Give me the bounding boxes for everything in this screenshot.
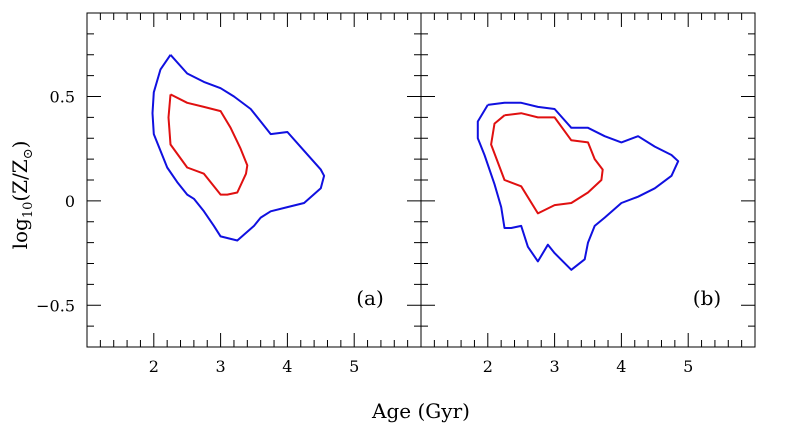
x-tick-label: 3 bbox=[550, 357, 560, 376]
panel-b-label: (b) bbox=[693, 286, 721, 310]
y-axis-title-sun: ⊙ bbox=[21, 148, 36, 159]
x-tick-label: 2 bbox=[483, 357, 493, 376]
panel-a-label: (a) bbox=[356, 286, 384, 310]
x-tick-label: 5 bbox=[683, 357, 693, 376]
x-tick-label: 5 bbox=[349, 357, 359, 376]
inner-contour-line bbox=[167, 93, 249, 196]
outer-contour-line bbox=[476, 101, 680, 271]
y-axis-title-sub: 10 bbox=[21, 202, 36, 219]
x-tick-label: 4 bbox=[616, 357, 626, 376]
y-tick-label: −0.5 bbox=[36, 296, 75, 315]
y-axis-title: log10(Z/Z⊙) bbox=[8, 141, 36, 250]
x-axis-title: Age (Gyr) bbox=[371, 399, 470, 423]
y-tick-label: 0 bbox=[65, 192, 75, 211]
panel-a-curves bbox=[151, 54, 326, 242]
svg-text:log10(Z/Z⊙): log10(Z/Z⊙) bbox=[8, 141, 36, 250]
panel-b-ticks: 2 3 4 5 bbox=[420, 12, 756, 376]
outer-contour-line bbox=[151, 54, 326, 242]
x-tick-label: 3 bbox=[216, 357, 226, 376]
y-axis-title-close: ) bbox=[8, 141, 32, 149]
panel-b-curves bbox=[476, 101, 680, 271]
inner-contour-line bbox=[490, 112, 604, 215]
y-tick-label: 0.5 bbox=[50, 88, 75, 107]
y-axis-title-rest: (Z/Z bbox=[8, 159, 32, 201]
panel-a: 2 3 4 5 −0.5 0 0.5 (a) bbox=[36, 12, 422, 376]
y-axis-title-main: log bbox=[8, 218, 32, 249]
panel-b: 2 3 4 5 (b) bbox=[420, 12, 756, 376]
x-tick-label: 4 bbox=[282, 357, 292, 376]
panel-a-ticks: 2 3 4 5 −0.5 0 0.5 bbox=[36, 12, 422, 376]
x-tick-label: 2 bbox=[149, 357, 159, 376]
